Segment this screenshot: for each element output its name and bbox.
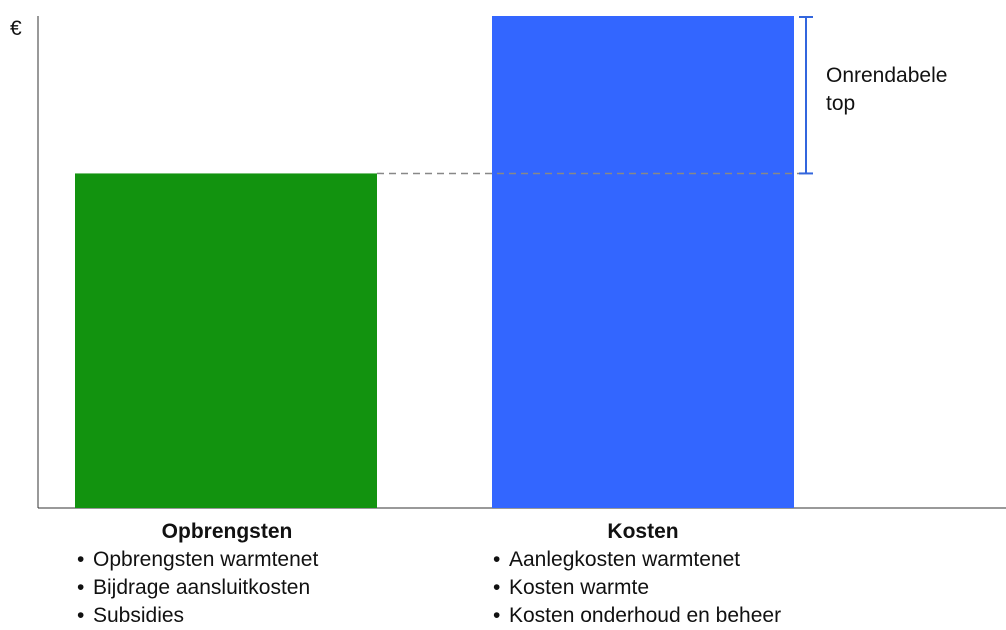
list-item: • Aanlegkosten warmtenet <box>493 546 793 574</box>
list-item: • Bijdrage aansluitkosten <box>77 574 377 602</box>
bullet-icon: • <box>493 548 501 571</box>
bullet-icon: • <box>493 576 501 599</box>
bar-kosten <box>492 16 794 508</box>
annotation-line-2: top <box>826 92 856 115</box>
annotation-line-1: Onrendabele <box>826 64 948 87</box>
category-list-opbrengsten: • Opbrengsten warmtenet • Bijdrage aanslui… <box>77 546 377 630</box>
bullet-icon: • <box>493 604 501 627</box>
list-item: • Subsidies <box>77 602 377 630</box>
bar-opbrengsten <box>75 173 377 508</box>
category-block-opbrengsten: Opbrengsten • Opbrengsten warmtenet • Bijd… <box>77 518 377 630</box>
category-list-kosten: • Aanlegkosten warmtenet • Kosten warmte •… <box>493 546 793 630</box>
category-title-opbrengsten: Opbrengsten <box>161 520 293 543</box>
bullet-icon: • <box>77 548 85 571</box>
y-axis-label: € <box>10 17 22 40</box>
list-item: • Kosten warmte <box>493 574 793 602</box>
list-item: • Opbrengsten warmtenet <box>77 546 377 574</box>
category-title-kosten: Kosten <box>607 520 679 543</box>
bullet-icon: • <box>77 576 85 599</box>
onrendabele-top-bracket <box>799 16 813 175</box>
list-item: • Kosten onderhoud en beheer <box>493 602 793 630</box>
onrendabele-top-label: Onrendabele top <box>826 62 947 118</box>
bullet-icon: • <box>77 604 85 627</box>
category-block-kosten: Kosten • Aanlegkosten warmtenet • Kosten w… <box>493 518 793 630</box>
